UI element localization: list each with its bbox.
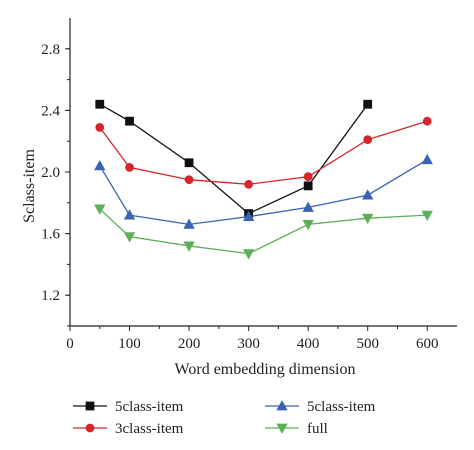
legend-label: 3class-item xyxy=(115,421,184,437)
y-tick-label: 2.4 xyxy=(41,103,60,119)
legend-item: full xyxy=(265,421,328,437)
x-tick-label: 400 xyxy=(297,336,320,352)
y-tick-label: 1.6 xyxy=(41,227,60,243)
y-tick-label: 1.2 xyxy=(41,288,60,304)
chart-series xyxy=(94,99,433,260)
data-point xyxy=(123,209,136,220)
series-line xyxy=(99,103,369,215)
series-line xyxy=(99,120,428,185)
data-point xyxy=(302,201,314,212)
x-tick-label: 200 xyxy=(178,336,201,352)
series-line xyxy=(99,208,428,255)
data-point xyxy=(421,210,433,221)
data-point xyxy=(422,116,432,126)
y-tick-label: 2.0 xyxy=(41,165,60,181)
data-point xyxy=(94,204,106,215)
data-point xyxy=(125,116,134,126)
chart-axes: 0 100 200 300 400 500 600 1.2 1.6 2.0 2.4 2.8 xyxy=(41,18,457,352)
data-point xyxy=(421,153,433,165)
data-point xyxy=(95,122,105,132)
series-0 xyxy=(95,99,373,218)
data-point xyxy=(184,158,194,168)
data-point xyxy=(303,181,313,191)
legend-marker xyxy=(276,423,288,434)
data-point xyxy=(95,99,105,109)
x-tick-label: 600 xyxy=(416,336,439,352)
data-point xyxy=(363,135,373,145)
data-point xyxy=(123,232,136,243)
data-point xyxy=(183,218,195,229)
legend-label: 5class-item xyxy=(115,399,184,415)
data-point xyxy=(363,99,373,109)
data-point xyxy=(183,241,195,252)
x-tick-label: 0 xyxy=(66,336,74,352)
x-tick-label: 100 xyxy=(118,336,141,352)
data-point xyxy=(125,162,134,172)
chart-legend: 5class-item 3class-item 5class-item full xyxy=(73,399,376,437)
y-axis-title: Sclass-item xyxy=(21,149,38,223)
x-axis-title: Word embedding dimension xyxy=(175,361,356,378)
y-tick-label: 2.8 xyxy=(41,42,60,58)
legend-marker xyxy=(85,401,95,411)
data-point xyxy=(242,249,255,260)
data-point xyxy=(94,160,106,171)
data-point xyxy=(303,172,313,182)
data-point xyxy=(244,179,254,189)
series-2 xyxy=(94,153,433,229)
legend-marker xyxy=(85,423,95,433)
data-point xyxy=(362,189,374,200)
data-point xyxy=(184,175,194,185)
data-point xyxy=(242,210,255,222)
legend-label: 5class-item xyxy=(307,399,376,415)
x-tick-label: 500 xyxy=(356,336,379,352)
legend-item: 5class-item xyxy=(265,399,376,415)
legend-item: 3class-item xyxy=(73,421,184,437)
series-line xyxy=(99,159,428,226)
series-1 xyxy=(95,116,432,189)
legend-label: full xyxy=(307,421,328,437)
legend-marker xyxy=(276,400,288,411)
legend-item: 5class-item xyxy=(73,399,184,415)
x-tick-label: 300 xyxy=(237,336,260,352)
data-point xyxy=(362,213,374,225)
series-3 xyxy=(94,204,433,260)
data-point xyxy=(302,219,314,231)
